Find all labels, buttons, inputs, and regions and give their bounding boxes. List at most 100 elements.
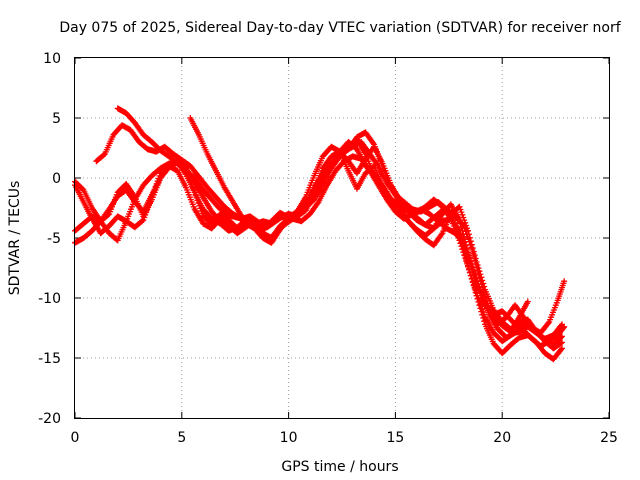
data-point-marker (468, 263, 475, 270)
x-tick-label: 15 (386, 430, 404, 446)
data-point-marker (461, 225, 468, 232)
series-track-7 (187, 115, 568, 349)
data-point-marker (467, 241, 474, 248)
data-point-marker (471, 272, 478, 279)
data-point-marker (460, 223, 467, 229)
data-point-marker (476, 289, 483, 296)
plot-frame (74, 57, 610, 419)
data-point-marker (558, 340, 565, 347)
y-tick-label: 5 (52, 111, 61, 127)
data-point-marker (468, 275, 475, 282)
data-point-marker (467, 260, 474, 267)
data-point-marker (463, 248, 470, 255)
data-point-marker (438, 231, 445, 238)
data-point-marker (524, 298, 531, 305)
data-point-marker (461, 242, 468, 249)
data-point-marker (474, 283, 481, 290)
data-point-marker (464, 233, 471, 240)
y-axis-label: SDTVAR / TECUs (7, 181, 23, 296)
x-tick-labels: 0 5 10 15 20 25 (71, 430, 618, 446)
data-point-marker (474, 264, 481, 271)
data-point-marker (459, 238, 466, 245)
data-point-marker (559, 339, 566, 346)
data-point-marker (460, 239, 467, 246)
data-point-marker (314, 200, 321, 207)
data-point-marker (156, 172, 163, 179)
data-point-marker (561, 323, 568, 330)
y-tick-label: -20 (38, 411, 61, 427)
data-point-marker (458, 209, 465, 216)
plot-area (72, 105, 568, 363)
data-point-marker (465, 236, 472, 243)
data-point-marker (560, 324, 567, 331)
data-point-marker (461, 217, 468, 224)
x-tick-label: 25 (600, 430, 618, 446)
data-point-marker (459, 221, 466, 228)
data-point-marker (479, 311, 486, 318)
y-tick-label: -10 (38, 291, 61, 307)
data-point-marker (475, 271, 482, 278)
data-point-marker (558, 346, 565, 353)
data-point-marker (559, 333, 566, 340)
data-point-marker (154, 178, 161, 185)
data-point-marker (462, 228, 469, 235)
data-point-marker (455, 226, 462, 233)
data-point-marker (474, 295, 481, 302)
data-point-marker (460, 214, 467, 221)
data-point-marker (150, 188, 157, 195)
data-point-marker (472, 257, 479, 264)
y-tick-label: 10 (43, 51, 61, 67)
data-point-marker (545, 320, 552, 327)
x-tick-label: 0 (71, 430, 80, 446)
data-point-marker (155, 175, 162, 182)
data-point-marker (456, 227, 463, 234)
data-point-marker (474, 280, 481, 287)
data-point-marker (153, 180, 160, 187)
data-point-marker (479, 284, 486, 291)
data-point-marker (464, 251, 471, 258)
x-tick-label: 5 (177, 430, 186, 446)
data-point-marker (475, 286, 482, 293)
data-point-marker (559, 345, 566, 352)
data-point-marker (481, 318, 488, 325)
data-point-marker (468, 244, 475, 251)
data-point-marker (561, 278, 568, 285)
data-point-marker (473, 260, 480, 267)
data-point-marker (139, 217, 146, 224)
x-tick-label: 10 (280, 430, 298, 446)
data-point-marker (466, 257, 473, 264)
chart-title: Day 075 of 2025, Sidereal Day-to-day VTE… (59, 20, 621, 36)
data-point-marker (476, 302, 483, 309)
data-point-marker (558, 334, 565, 341)
y-tick-label: 0 (52, 171, 61, 187)
data-point-marker (463, 231, 470, 237)
data-point-marker (469, 247, 476, 253)
data-point-marker (481, 291, 488, 297)
data-point-marker (456, 203, 463, 210)
grid-lines (75, 58, 609, 418)
y-tick-label: -5 (47, 231, 61, 247)
data-point-marker (477, 305, 484, 312)
data-point-marker (480, 315, 487, 321)
data-point-marker (471, 253, 478, 260)
x-axis-label: GPS time / hours (281, 459, 398, 475)
data-point-marker (470, 269, 477, 276)
data-point-marker (370, 140, 377, 147)
y-tick-label: -15 (38, 351, 61, 367)
data-point-marker (149, 191, 156, 198)
data-point-marker (470, 250, 477, 257)
data-point-marker (374, 161, 381, 168)
data-point-marker (472, 275, 479, 281)
y-tick-labels: -20 -15 -10 -5 0 5 10 (38, 51, 61, 427)
data-point-marker (151, 186, 158, 193)
data-point-marker (469, 266, 476, 273)
data-point-marker (473, 277, 480, 284)
data-point-marker (478, 308, 485, 315)
data-point-marker (148, 194, 155, 201)
data-point-marker (152, 183, 159, 190)
data-point-marker (466, 239, 473, 245)
data-point-marker (457, 206, 464, 213)
x-tick-label: 20 (493, 430, 511, 446)
